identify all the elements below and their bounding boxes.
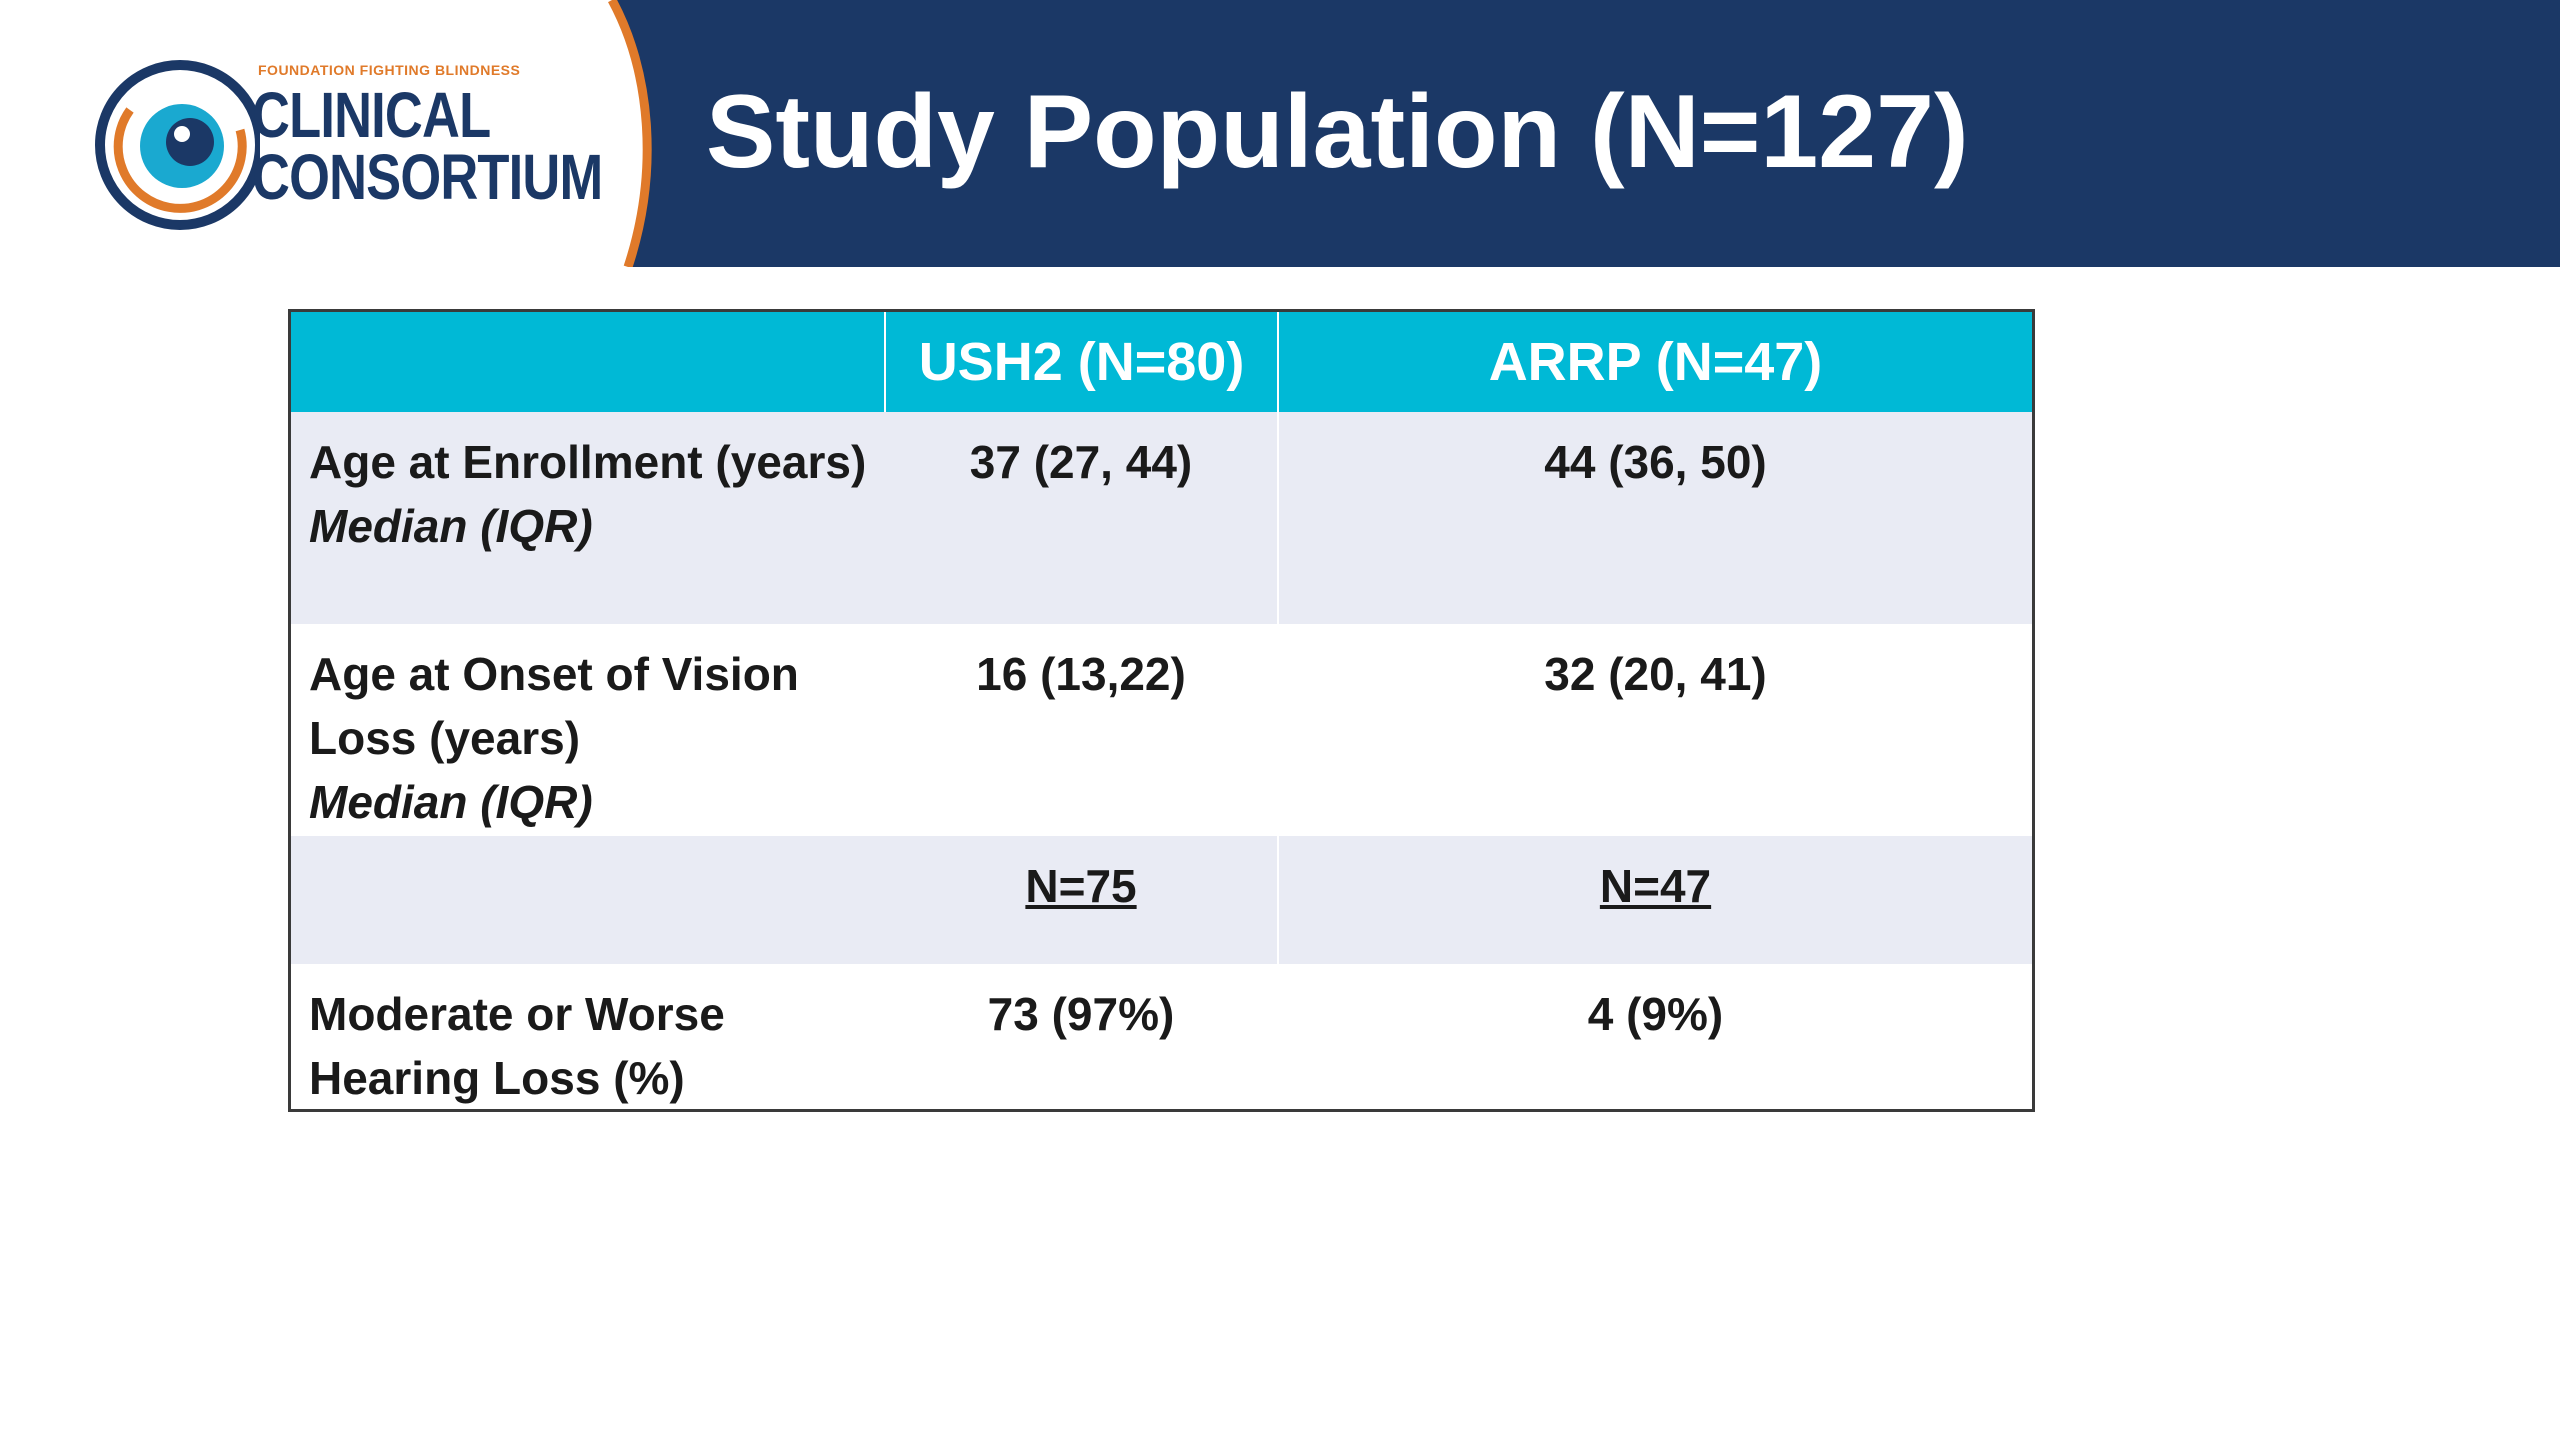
table-row: Age at Enrollment (years) Median (IQR) 3… (291, 412, 2032, 624)
clinical-consortium-logo: FOUNDATION FIGHTING BLINDNESS CLINICAL C… (90, 40, 610, 240)
row-sublabel-text: Median (IQR) (309, 776, 593, 828)
table-header-empty (291, 312, 885, 412)
logo-organization-name: FOUNDATION FIGHTING BLINDNESS (258, 62, 521, 78)
table-header-ush2: USH2 (N=80) (884, 312, 1278, 412)
table-header-arrp: ARRP (N=47) (1277, 312, 2032, 412)
cell-ush2-hearing-loss: 73 (97%) (885, 964, 1279, 1109)
slide-title: Study Population (N=127) (706, 74, 1969, 190)
eye-logo-icon (95, 60, 260, 230)
logo-consortium-text: CONSORTIUM (252, 141, 603, 213)
table-header-row: USH2 (N=80) ARRP (N=47) (291, 312, 2032, 412)
row-label-age-onset: Age at Onset of Vision Loss (years) Medi… (291, 624, 885, 836)
header-band (0, 0, 2560, 267)
data-table: USH2 (N=80) ARRP (N=47) Age at Enrollmen… (291, 312, 2032, 1109)
cell-ush2-age-onset: 16 (13,22) (885, 624, 1279, 836)
row-label-empty (291, 836, 885, 964)
cell-arrp-age-onset: 32 (20, 41) (1544, 648, 1767, 700)
row-label-age-enrollment: Age at Enrollment (years) Median (IQR) (291, 412, 885, 624)
row-label-text: Age at Enrollment (years) (309, 436, 867, 488)
cell-arrp-hearing-loss: 4 (9%) (1587, 988, 1724, 1040)
table-row: N=75 N=47 (291, 836, 2032, 964)
study-population-table: USH2 (N=80) ARRP (N=47) Age at Enrollmen… (288, 309, 2035, 1112)
table-row: Moderate or Worse Hearing Loss (%) 73 (9… (291, 964, 2032, 1109)
logo-clinical-text: CLINICAL (252, 79, 491, 151)
cell-ush2-n: N=75 (885, 836, 1279, 964)
row-label-text: Age at Onset of Vision Loss (years) (309, 648, 799, 764)
row-label-hearing-loss: Moderate or Worse Hearing Loss (%) (291, 964, 885, 1109)
row-label-text: Moderate or Worse Hearing Loss (%) (309, 988, 725, 1104)
row-sublabel-text: Median (IQR) (309, 500, 593, 552)
table-row: Age at Onset of Vision Loss (years) Medi… (291, 624, 2032, 836)
cell-arrp-n: N=47 (1599, 860, 1712, 912)
cell-ush2-age-enrollment: 37 (27, 44) (885, 412, 1279, 624)
cell-arrp-age-enrollment: 44 (36, 50) (1544, 436, 1767, 488)
